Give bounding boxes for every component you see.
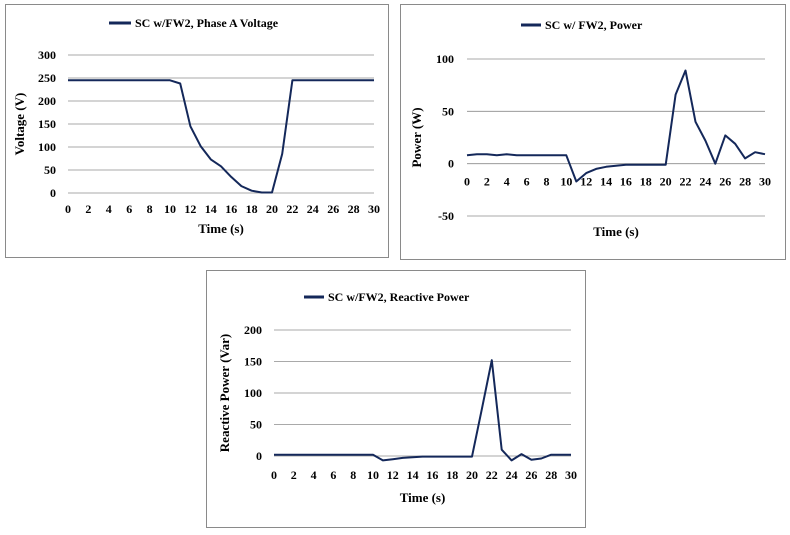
x-tick-label: 8	[350, 468, 356, 482]
series-line	[68, 79, 374, 194]
x-tick-label: 30	[759, 175, 771, 189]
y-axis-label: Voltage (V)	[12, 93, 27, 156]
x-axis-label: Time (s)	[400, 490, 446, 505]
x-tick-label: 24	[307, 202, 319, 216]
x-tick-label: 28	[348, 202, 360, 216]
x-tick-label: 26	[719, 175, 731, 189]
x-axis-label: Time (s)	[593, 224, 639, 239]
x-tick-label: 14	[600, 175, 612, 189]
voltage-chart-panel: 0 50 100 150 200 250 300 0 2 4 6 8 10 12 14 16 18 20 22 24 2…	[5, 4, 389, 258]
y-tick-label: 50	[442, 104, 454, 118]
x-tick-label: 24	[699, 175, 711, 189]
chart-title: SC w/FW2, Reactive Power	[328, 290, 470, 304]
x-tick-label: 18	[446, 468, 458, 482]
y-tick-label: 250	[38, 71, 56, 85]
x-tick-label: 26	[327, 202, 339, 216]
y-tick-label: -50	[438, 209, 454, 223]
power-chart-panel: -50 0 50 100 0 2 4 6 8 10 12 14 16 18 20 22 24 26 28 30 SC w…	[400, 4, 786, 260]
y-tick-label: 0	[256, 449, 262, 463]
x-tick-label: 10	[367, 468, 379, 482]
y-tick-label: 150	[244, 355, 262, 369]
x-tick-label: 28	[739, 175, 751, 189]
x-tick-label: 30	[565, 468, 577, 482]
x-tick-label: 12	[184, 202, 196, 216]
chart-title: SC w/FW2, Phase A Voltage	[135, 16, 279, 30]
reactive-power-chart-panel: 0 50 100 150 200 0 2 4 6 8 10 12 14 16 18 20 22 24 26 28 30 S…	[206, 270, 586, 528]
x-tick-label: 12	[580, 175, 592, 189]
x-tick-label: 16	[225, 202, 237, 216]
x-tick-label: 10	[164, 202, 176, 216]
x-tick-label: 6	[524, 175, 530, 189]
x-tick-label: 22	[286, 202, 298, 216]
series-line	[274, 359, 571, 462]
x-tick-label: 10	[560, 175, 572, 189]
x-tick-label: 30	[368, 202, 380, 216]
x-tick-label: 2	[484, 175, 490, 189]
y-axis-label: Power (W)	[409, 107, 424, 167]
x-tick-label: 20	[266, 202, 278, 216]
y-tick-label: 200	[244, 323, 262, 337]
y-tick-label: 300	[38, 48, 56, 62]
x-tick-label: 0	[464, 175, 470, 189]
x-tick-label: 4	[106, 202, 112, 216]
x-tick-label: 6	[126, 202, 132, 216]
y-tick-label: 200	[38, 94, 56, 108]
x-tick-label: 16	[426, 468, 438, 482]
x-tick-label: 12	[387, 468, 399, 482]
x-tick-label: 28	[545, 468, 557, 482]
x-tick-label: 4	[311, 468, 317, 482]
series-line	[466, 69, 766, 183]
y-tick-label: 0	[50, 186, 56, 200]
x-tick-label: 22	[680, 175, 692, 189]
x-tick-label: 8	[543, 175, 549, 189]
y-axis-label: Reactive Power (Var)	[217, 334, 232, 452]
x-tick-label: 14	[407, 468, 419, 482]
y-tick-label: 50	[44, 163, 56, 177]
x-tick-label: 16	[620, 175, 632, 189]
chart-title: SC w/ FW2, Power	[545, 18, 643, 32]
y-tick-label: 0	[448, 157, 454, 171]
x-tick-label: 4	[504, 175, 510, 189]
x-tick-label: 18	[640, 175, 652, 189]
x-tick-label: 2	[291, 468, 297, 482]
x-axis-label: Time (s)	[198, 221, 244, 236]
y-tick-label: 50	[250, 418, 262, 432]
y-tick-label: 100	[244, 386, 262, 400]
x-tick-label: 2	[85, 202, 91, 216]
x-tick-label: 22	[486, 468, 498, 482]
x-tick-label: 20	[466, 468, 478, 482]
x-tick-label: 20	[660, 175, 672, 189]
x-tick-label: 24	[506, 468, 518, 482]
x-tick-label: 14	[205, 202, 217, 216]
x-tick-label: 8	[147, 202, 153, 216]
x-tick-label: 0	[65, 202, 71, 216]
y-tick-label: 150	[38, 117, 56, 131]
x-tick-label: 6	[330, 468, 336, 482]
x-tick-label: 18	[246, 202, 258, 216]
x-tick-label: 0	[271, 468, 277, 482]
x-tick-label: 26	[525, 468, 537, 482]
y-tick-label: 100	[436, 52, 454, 66]
y-tick-label: 100	[38, 140, 56, 154]
